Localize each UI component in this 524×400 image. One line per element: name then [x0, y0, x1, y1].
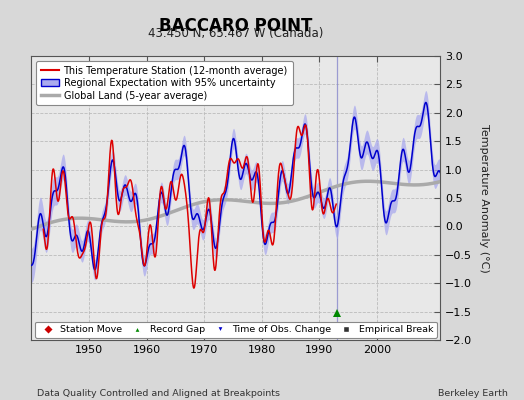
Text: Data Quality Controlled and Aligned at Breakpoints: Data Quality Controlled and Aligned at B… — [37, 389, 280, 398]
Text: Berkeley Earth: Berkeley Earth — [439, 389, 508, 398]
Text: 43.450 N, 65.467 W (Canada): 43.450 N, 65.467 W (Canada) — [148, 27, 323, 40]
Legend: Station Move, Record Gap, Time of Obs. Change, Empirical Break: Station Move, Record Gap, Time of Obs. C… — [35, 322, 437, 338]
Y-axis label: Temperature Anomaly (°C): Temperature Anomaly (°C) — [479, 124, 489, 272]
Title: BACCARO POINT: BACCARO POINT — [159, 17, 312, 35]
